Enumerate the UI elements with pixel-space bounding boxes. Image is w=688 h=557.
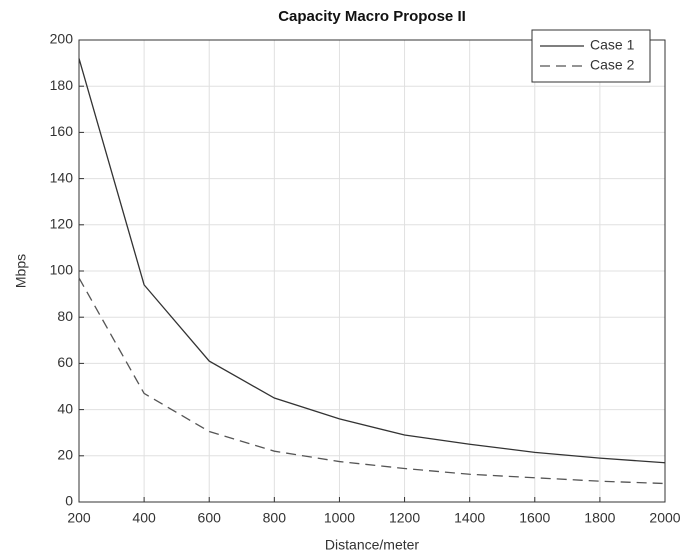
y-tick-label: 80 [57,308,73,324]
y-tick-label: 180 [50,77,74,93]
legend-label: Case 2 [590,57,635,73]
x-tick-label: 1800 [584,510,615,526]
series-line [78,58,666,464]
y-tick-label: 20 [57,447,73,463]
x-tick-label: 400 [132,510,156,526]
y-tick-label: 120 [50,216,74,232]
y-tick-label: 100 [50,262,74,278]
x-tick-label: 800 [263,510,287,526]
series-line [78,277,666,485]
x-tick-label: 2000 [649,510,680,526]
x-tick-label: 1000 [324,510,355,526]
y-tick-label: 0 [65,493,73,509]
legend-box [531,29,651,83]
x-tick-label: 1400 [454,510,485,526]
x-tick-label: 600 [198,510,222,526]
chart-title: Capacity Macro Propose II [278,8,466,25]
y-tick-label: 160 [50,123,74,139]
plot-frame [78,39,666,503]
x-tick-label: 1600 [519,510,550,526]
y-tick-label: 60 [57,354,73,370]
y-axis-label: Mbps [13,254,29,288]
x-axis-label: Distance/meter [325,537,419,553]
y-tick-label: 140 [50,169,74,185]
legend-label: Case 1 [590,37,635,53]
x-tick-label: 1200 [389,510,420,526]
x-tick-label: 200 [67,510,91,526]
y-tick-label: 40 [57,400,73,416]
y-tick-label: 200 [50,31,74,47]
